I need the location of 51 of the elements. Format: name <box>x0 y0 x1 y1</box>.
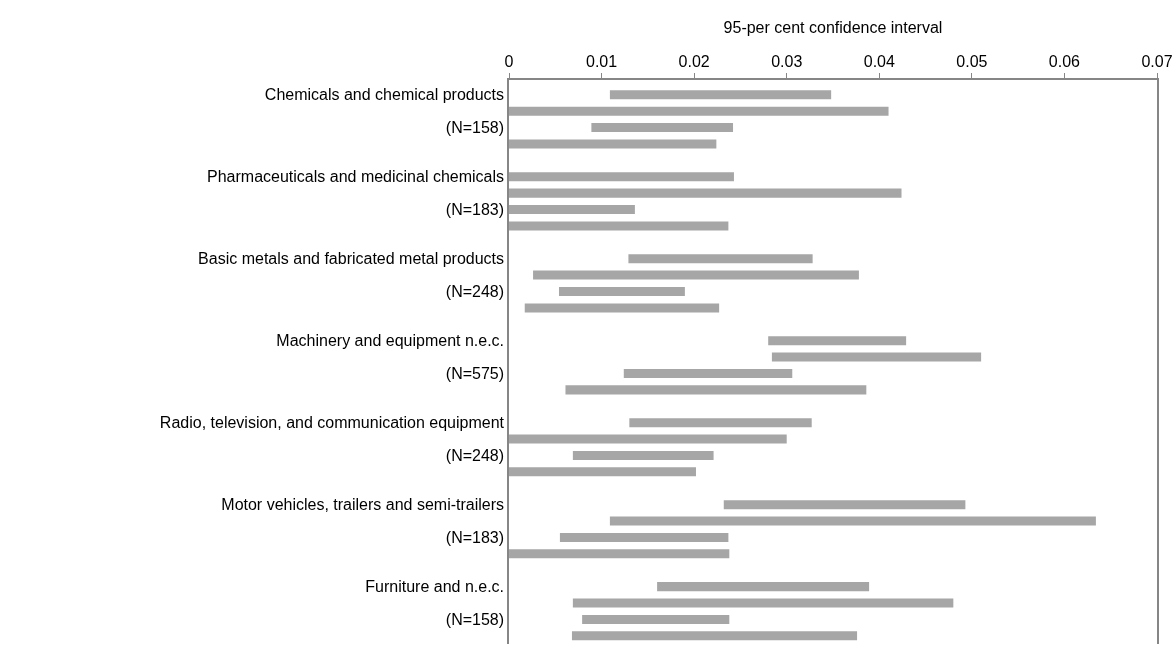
bar <box>509 139 717 149</box>
x-tick-label: 0.01 <box>586 52 618 70</box>
y-tick-label: Radio, television, and communication equipment <box>159 414 505 432</box>
bar <box>509 221 729 231</box>
bar <box>533 270 859 280</box>
bar <box>629 418 812 428</box>
bar <box>572 450 714 460</box>
bar <box>524 303 720 313</box>
x-tick-label: 0.07 <box>1141 52 1173 70</box>
bar <box>768 336 907 346</box>
bar <box>771 352 982 362</box>
bar <box>623 368 793 378</box>
bar <box>509 172 734 182</box>
bar <box>591 123 734 133</box>
y-tick-label: (N=575) <box>445 365 505 383</box>
y-tick-label: Machinery and equipment n.e.c. <box>276 332 505 350</box>
bar <box>572 598 954 608</box>
bar <box>509 549 730 559</box>
x-tick-label: 0.05 <box>956 52 988 70</box>
x-tick-label: 0.04 <box>863 52 895 70</box>
y-tick-label: Furniture and n.e.c. <box>365 578 505 596</box>
bar <box>509 188 902 198</box>
bar <box>582 614 730 624</box>
bar <box>609 516 1096 526</box>
bar <box>509 434 787 444</box>
y-tick-label: (N=183) <box>445 201 505 219</box>
x-tick-label: 0.03 <box>771 52 803 70</box>
bar <box>609 90 832 100</box>
bar <box>559 532 729 542</box>
bar <box>571 631 858 641</box>
y-tick-label: (N=183) <box>445 529 505 547</box>
bar <box>657 582 870 592</box>
bar <box>723 500 966 510</box>
y-tick-label: Chemicals and chemical products <box>264 86 505 104</box>
x-tick-label: 0.06 <box>1048 52 1081 70</box>
bar <box>509 205 635 215</box>
y-tick-label: (N=158) <box>445 611 505 629</box>
y-tick-label: Pharmaceuticals and medicinal chemicals <box>207 168 505 186</box>
x-axis-title: 95-per cent confidence interval <box>723 19 943 37</box>
y-tick-label: (N=248) <box>445 283 505 301</box>
x-tick-label: 0.02 <box>678 52 710 70</box>
bar <box>509 106 889 116</box>
y-tick-label: (N=158) <box>445 119 505 137</box>
y-tick-label: Basic metals and fabricated metal products <box>198 250 505 268</box>
bar <box>509 467 696 477</box>
y-tick-label: (N=248) <box>445 447 505 465</box>
bar <box>565 385 867 395</box>
bar <box>558 286 685 297</box>
y-tick-label: Motor vehicles, trailers and semi-trailers <box>221 496 505 514</box>
bar <box>628 254 813 264</box>
x-tick-label: 0 <box>504 52 514 70</box>
